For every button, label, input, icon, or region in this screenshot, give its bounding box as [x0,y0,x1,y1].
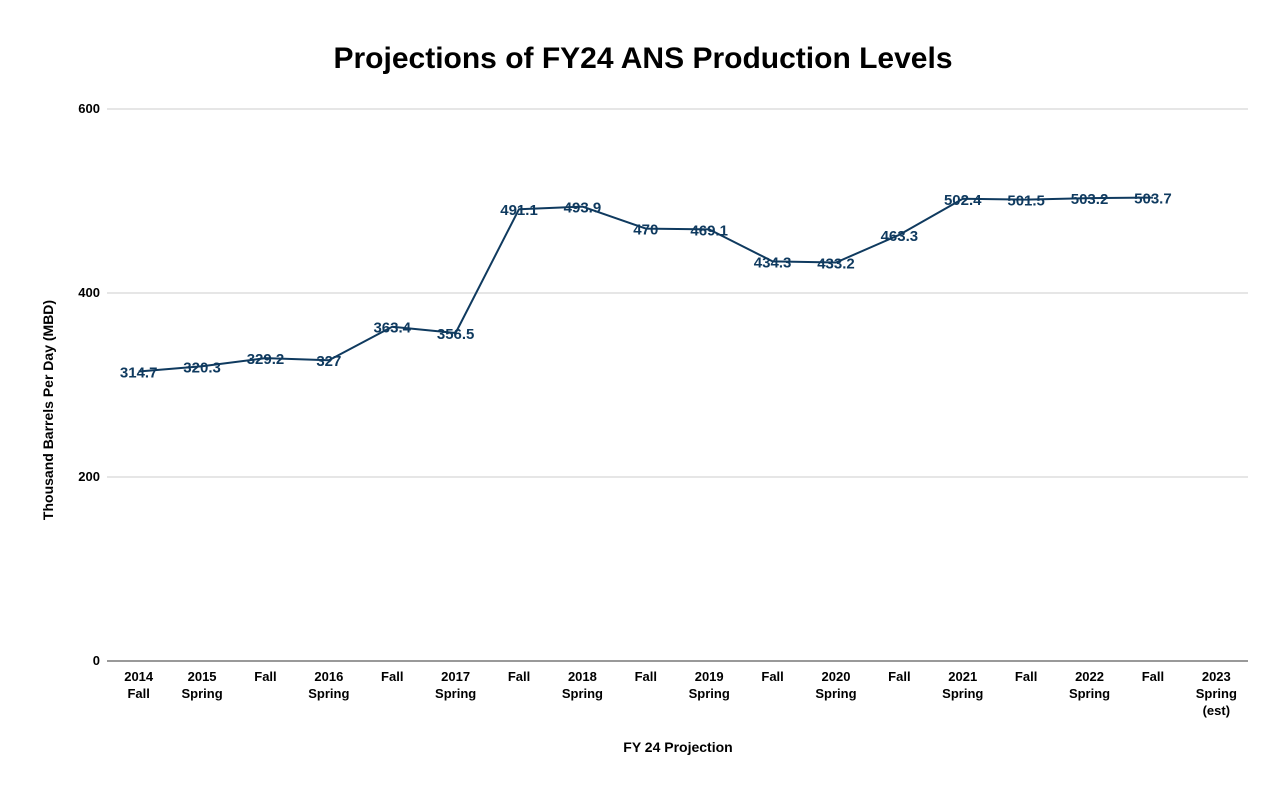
x-tick-label-line: Fall [1015,669,1037,684]
x-axis-title: FY 24 Projection [623,739,732,755]
x-tick-label-line: Spring [689,686,730,701]
data-label: 434.3 [754,254,792,271]
x-tick-label-line: Fall [888,669,910,684]
y-tick-labels: 0 200 400 600 [78,101,100,668]
x-tick-label-line: 2020 [822,669,851,684]
x-tick-label-line: Fall [127,686,149,701]
chart-title: Projections of FY24 ANS Production Level… [333,42,952,75]
x-tick-label: 2023 Spring (est) [1196,669,1237,718]
y-gridlines [107,108,1248,478]
x-tick-label-line: 2022 [1075,669,1104,684]
y-axis-title: Thousand Barrels Per Day (MBD) [40,300,56,520]
x-tick-label-line: Spring [942,686,983,701]
data-label: 327 [316,353,341,370]
x-tick-label-line: 2016 [314,669,343,684]
data-label: 463.3 [881,228,919,245]
x-tick-label-line: Fall [635,669,657,684]
x-tick-label-line: Spring [562,686,603,701]
x-tick-label-line: 2023 [1202,669,1231,684]
x-tick-label: 2022 Spring [1069,669,1110,701]
x-tick-label-line: 2021 [948,669,977,684]
x-tick-label-line: Spring [1196,686,1237,701]
data-label: 501.5 [1007,193,1045,210]
x-tick-label-line: Spring [1069,686,1110,701]
x-tick-label-line: Spring [181,686,222,701]
x-tick-label-line: Fall [381,669,403,684]
x-tick-label-line: Spring [308,686,349,701]
x-tick-label: 2020 Spring [815,669,856,701]
x-tick-label: Fall [508,669,530,684]
x-tick-label: Fall [254,669,276,684]
x-tick-label-line: 2014 [124,669,154,684]
data-label: 314.7 [120,364,158,381]
data-label: 493.9 [564,200,602,217]
series-line [138,196,1153,373]
x-tick-label-line: 2015 [188,669,217,684]
x-tick-label: 2017 Spring [435,669,476,701]
y-tick-label: 600 [78,101,100,116]
data-label: 320.3 [183,359,221,376]
data-label: 363.4 [373,320,411,337]
data-label: 356.5 [437,326,475,343]
x-tick-label: 2015 Spring [181,669,222,701]
x-tick-label-line: 2017 [441,669,470,684]
x-tick-label: 2018 Spring [562,669,603,701]
x-tick-label: Fall [1142,669,1164,684]
x-tick-label-line: Fall [761,669,783,684]
data-label: 502.4 [944,192,982,209]
x-tick-label: Fall [1015,669,1037,684]
x-tick-label: Fall [635,669,657,684]
x-tick-label: Fall [761,669,783,684]
data-label: 491.1 [500,202,538,219]
x-tick-label-line: Fall [508,669,530,684]
x-tick-label: 2021 Spring [942,669,983,701]
x-tick-label: 2019 Spring [689,669,730,701]
data-label: 470 [633,222,658,239]
x-tick-label-line: 2019 [695,669,724,684]
data-label: 433.2 [817,255,855,272]
x-tick-label-line: Fall [1142,669,1164,684]
data-label: 329.2 [247,351,285,368]
x-tick-label-line: Spring [435,686,476,701]
x-tick-label-line: Spring [815,686,856,701]
data-label: 503.7 [1134,191,1172,208]
data-label: 503.2 [1071,191,1109,208]
series-line-group [138,196,1153,373]
x-tick-label-line: 2018 [568,669,597,684]
x-tick-labels: 2014 Fall 2015 Spring Fall 2016 Spring Fall 2017… [124,669,1237,718]
y-tick-label: 200 [78,469,100,484]
x-tick-label: Fall [888,669,910,684]
x-tick-label: 2014 Fall [124,669,154,701]
x-tick-label: 2016 Spring [308,669,349,701]
x-tick-label: Fall [381,669,403,684]
x-tick-label-line: Fall [254,669,276,684]
y-tick-label: 0 [93,653,100,668]
data-label: 469.1 [690,222,728,239]
data-labels: 314.7 320.3 329.2 327 363.4 356.5 491.1 493.9 47… [120,191,1172,382]
x-tick-label-line: (est) [1203,703,1230,718]
y-tick-label: 400 [78,285,100,300]
